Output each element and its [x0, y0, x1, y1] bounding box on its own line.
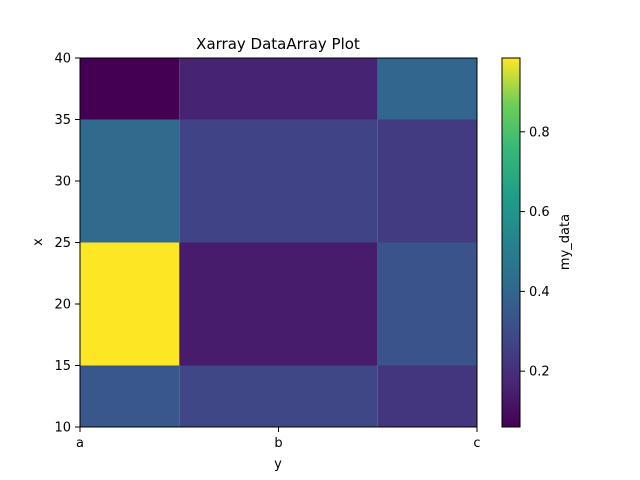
- heatmap-cell: [80, 242, 180, 366]
- colorbar-tick-label: 0.8: [529, 125, 550, 140]
- heatmap-cell: [377, 365, 477, 427]
- heatmap-cell: [80, 365, 180, 427]
- heatmap-cell: [179, 242, 378, 366]
- y-tick-label: 25: [54, 236, 71, 251]
- heatmap-cell: [179, 58, 378, 120]
- chart-title: Xarray DataArray Plot: [196, 35, 360, 53]
- heatmap-cell: [179, 365, 378, 427]
- x-tick-label: b: [274, 436, 282, 451]
- x-tick-label: a: [76, 436, 84, 451]
- colorbar-tick-label: 0.2: [529, 365, 550, 380]
- y-tick-label: 30: [54, 175, 71, 190]
- x-tick-label: c: [473, 436, 480, 451]
- y-tick-label: 40: [54, 52, 71, 67]
- heatmap-cell: [377, 119, 477, 243]
- y-tick-label: 35: [54, 113, 71, 128]
- heatmap-cell: [179, 119, 378, 243]
- heatmap-cell: [80, 119, 180, 243]
- colorbar-tick-label: 0.4: [529, 285, 550, 300]
- x-axis-label: y: [274, 457, 282, 472]
- y-tick-label: 10: [54, 421, 71, 436]
- x-axis-ticks: a b c: [76, 427, 481, 451]
- heatmap-cell: [80, 58, 180, 120]
- colorbar-ticks: 0.2 0.4 0.6 0.8: [520, 125, 550, 380]
- colorbar-label: my_data: [558, 214, 573, 270]
- y-axis-label: x: [31, 238, 46, 246]
- heatmap-cell: [377, 58, 477, 120]
- y-tick-label: 20: [54, 298, 71, 313]
- heatmap-cells: [80, 58, 477, 427]
- y-tick-label: 15: [54, 359, 71, 374]
- colorbar-tick-label: 0.6: [529, 205, 550, 220]
- heatmap-cell: [377, 242, 477, 366]
- y-axis-ticks: 10 15 20 25 30 35 40: [54, 52, 80, 436]
- colorbar: [501, 57, 521, 428]
